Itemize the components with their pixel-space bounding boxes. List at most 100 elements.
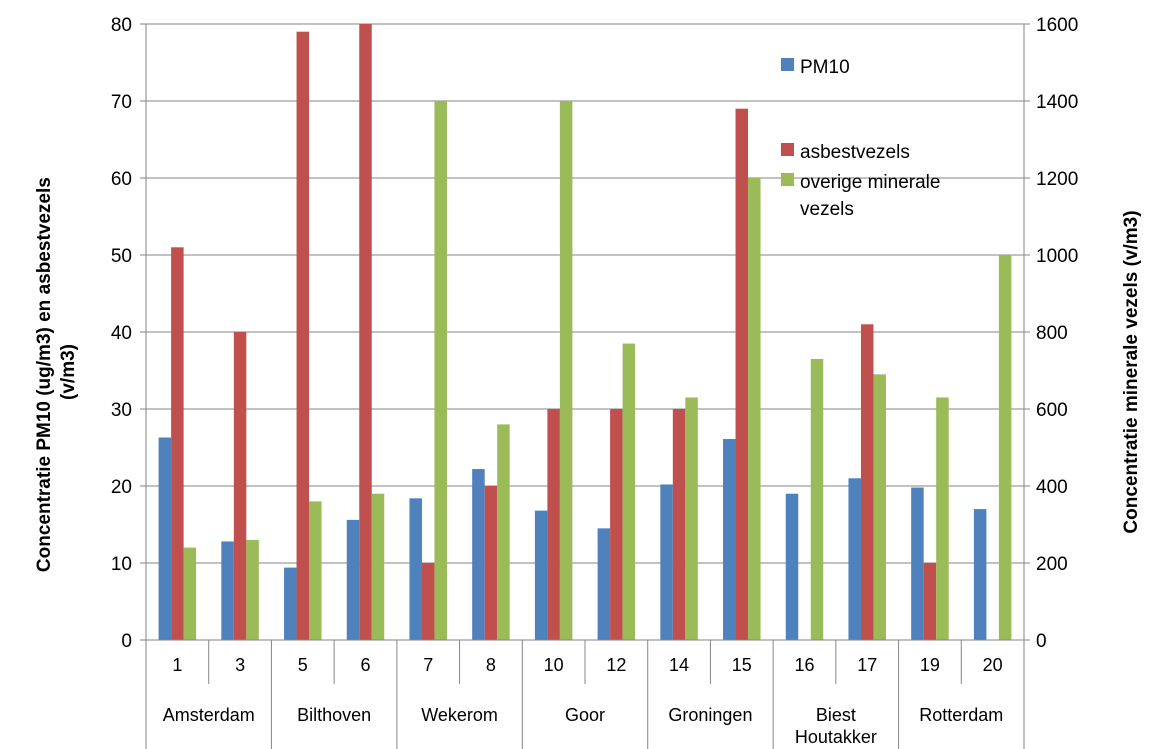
right-tick-label: 1000: [1036, 246, 1078, 267]
bar-asbestvezels-17: [860, 324, 874, 640]
bar-overige-minerale-vezels-15: [748, 178, 761, 640]
bar-overige-minerale-vezels-6: [371, 493, 385, 640]
bar-overige-minerale-vezels-12: [622, 343, 636, 640]
group-label-line: Wekerom: [421, 705, 498, 725]
category-label: 8: [486, 655, 496, 675]
bar-asbestvezels-3: [233, 332, 247, 640]
group-label: Rotterdam: [919, 705, 1003, 725]
left-tick-label: 80: [111, 15, 132, 36]
right-tick-label: 1600: [1036, 15, 1078, 36]
legend-swatch-asbestvezels: [781, 143, 794, 156]
bar-asbestvezels-15: [735, 108, 749, 640]
category-label: 6: [360, 655, 370, 675]
right-axis-title: Concentratie minerale vezels (v/m3): [1121, 210, 1142, 533]
bar-PM10-6: [346, 519, 360, 640]
legend-label: PM10: [800, 57, 850, 78]
bar-PM10-8: [472, 469, 485, 640]
bars: [158, 24, 1012, 641]
group-label-line: Biest: [816, 705, 856, 725]
legend-label-line: PM10: [800, 57, 850, 78]
category-label: 17: [857, 655, 877, 675]
group-label: Biest Houtakker: [795, 705, 877, 747]
category-label: 7: [423, 655, 433, 675]
legend-label: overige minerale vezels: [800, 172, 940, 220]
left-tick-label: 40: [111, 323, 132, 344]
bar-asbestvezels-12: [610, 409, 623, 640]
left-tick-label: 70: [111, 92, 132, 113]
group-label-line: Goor: [565, 705, 605, 725]
left-tick-label: 0: [121, 631, 132, 652]
axes: [140, 23, 1030, 749]
legend-label: asbestvezels: [800, 142, 910, 163]
legend-swatch-overige-minerale-vezels: [781, 173, 794, 186]
bar-overige-minerale-vezels-7: [434, 101, 447, 640]
bar-PM10-10: [534, 510, 548, 640]
bar-PM10-16: [785, 493, 799, 640]
left-tick-label: 10: [111, 554, 132, 575]
category-label: 15: [732, 655, 752, 675]
bar-overige-minerale-vezels-14: [685, 397, 698, 640]
category-label: 16: [794, 655, 814, 675]
left-tick-label: 20: [111, 477, 132, 498]
group-label: Amsterdam: [163, 705, 255, 725]
group-labels: Amsterdam Bilthoven Wekerom Goor Groningen Bi…: [163, 705, 1004, 747]
right-tick-label: 600: [1036, 400, 1068, 421]
bar-overige-minerale-vezels-10: [559, 101, 573, 640]
legend-swatch-PM10: [781, 58, 794, 71]
bar-overige-minerale-vezels-8: [497, 424, 510, 640]
bar-overige-minerale-vezels-19: [936, 397, 949, 640]
left-axis-title-line1: Concentratie PM10 (ug/m3) en asbestvezel…: [34, 177, 55, 572]
left-axis-title-line2: (v/m3): [58, 344, 79, 400]
bar-PM10-17: [848, 478, 861, 640]
bar-asbestvezels-6: [359, 24, 372, 640]
bar-overige-minerale-vezels-17: [873, 374, 886, 640]
bar-PM10-20: [973, 509, 987, 640]
left-tick-label: 60: [111, 169, 132, 190]
right-tick-label: 800: [1036, 323, 1068, 344]
category-label: 19: [920, 655, 940, 675]
group-label-line: Groningen: [668, 705, 752, 725]
bar-overige-minerale-vezels-20: [998, 255, 1012, 640]
bar-asbestvezels-14: [672, 409, 686, 640]
category-label: 14: [669, 655, 689, 675]
left-tick-label: 50: [111, 246, 132, 267]
bar-PM10-7: [409, 498, 422, 640]
bar-PM10-1: [158, 437, 172, 640]
group-label-line: Amsterdam: [163, 705, 255, 725]
bar-PM10-5: [284, 567, 297, 640]
legend-label-line: overige minerale: [800, 172, 940, 193]
right-tick-label: 0: [1036, 631, 1047, 652]
legend-label-line: asbestvezels: [800, 142, 910, 163]
category-label: 3: [235, 655, 245, 675]
bar-asbestvezels-19: [923, 563, 937, 640]
category-label: 12: [606, 655, 626, 675]
category-label: 20: [983, 655, 1003, 675]
group-label: Groningen: [668, 705, 752, 725]
right-axis-ticks: 0 200 400 600 800 1000 1200 1400 1600: [1036, 15, 1078, 652]
bar-asbestvezels-5: [296, 31, 310, 640]
bar-overige-minerale-vezels-3: [246, 539, 259, 640]
category-labels: 1 3 5 6 7 8 10 12 14 15 16 17 19 20: [172, 655, 1002, 675]
group-label-line: Rotterdam: [919, 705, 1003, 725]
right-tick-label: 200: [1036, 554, 1068, 575]
legend-label-line: vezels: [800, 199, 854, 220]
group-label: Goor: [565, 705, 605, 725]
left-axis-title: Concentratie PM10 (ug/m3) en asbestvezel…: [34, 172, 79, 572]
legend: PM10 asbestvezels overige minerale vezels: [781, 57, 940, 220]
right-tick-label: 1200: [1036, 169, 1078, 190]
category-label: 10: [544, 655, 564, 675]
right-tick-label: 400: [1036, 477, 1068, 498]
group-label-line: Bilthoven: [297, 705, 371, 725]
bar-overige-minerale-vezels-1: [183, 547, 197, 640]
bar-asbestvezels-10: [547, 409, 560, 640]
bar-asbestvezels-7: [421, 563, 435, 640]
right-tick-label: 1400: [1036, 92, 1078, 113]
bar-asbestvezels-8: [484, 486, 498, 640]
bar-overige-minerale-vezels-16: [810, 358, 824, 640]
bar-PM10-3: [221, 541, 234, 640]
left-tick-label: 30: [111, 400, 132, 421]
group-label: Wekerom: [421, 705, 498, 725]
left-axis-ticks: 0 10 20 30 40 50 60 70 80: [111, 15, 132, 652]
category-label: 1: [172, 655, 182, 675]
